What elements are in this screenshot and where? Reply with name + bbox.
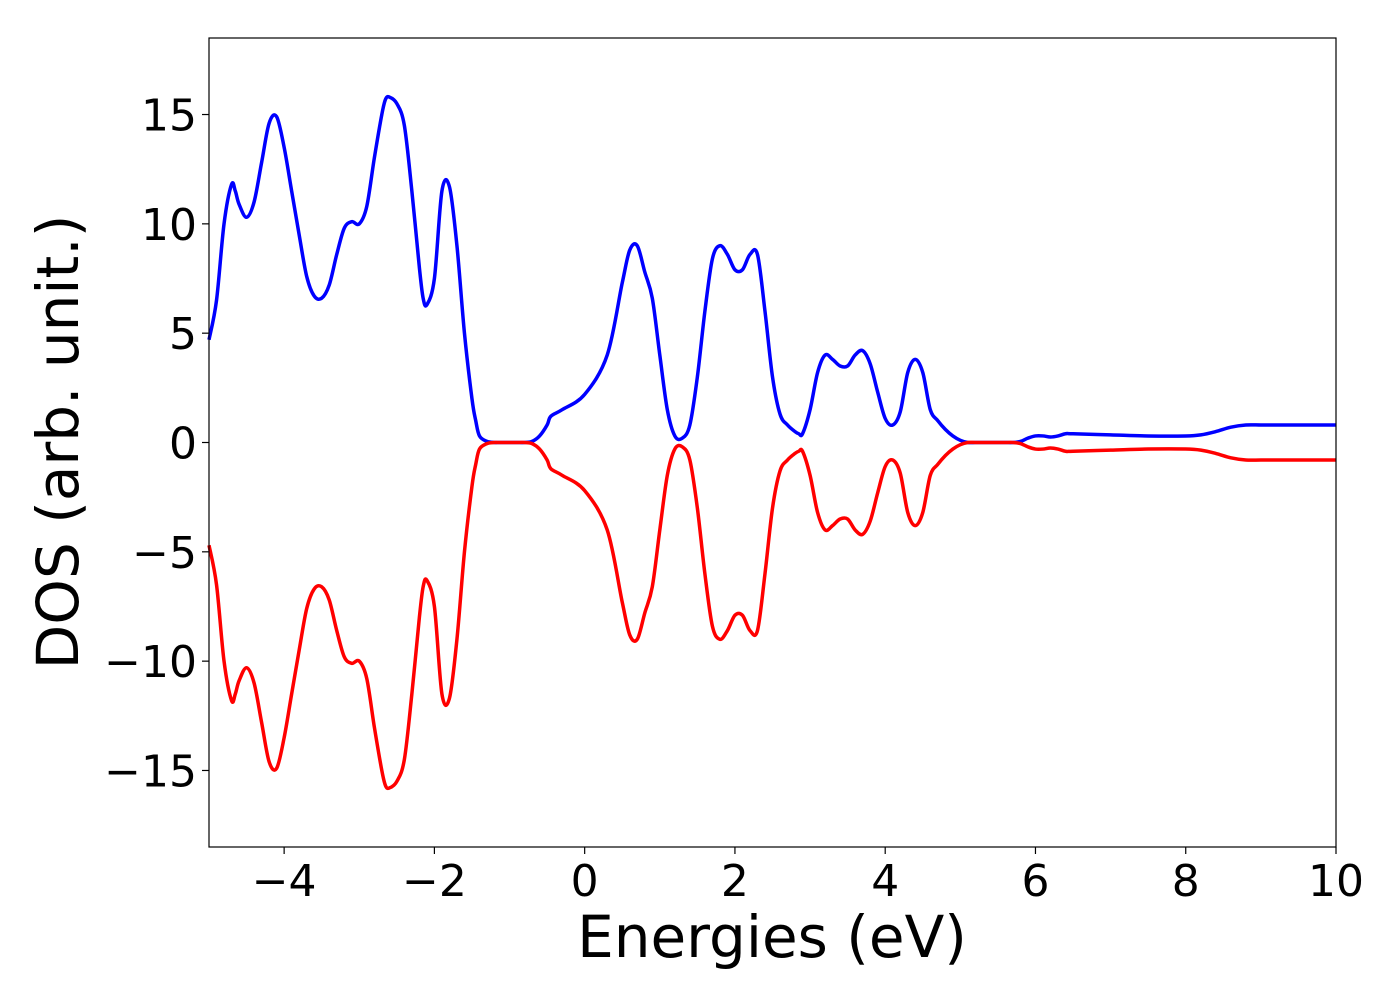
y-tick-label: −15 [104,746,197,797]
series-line-up [207,94,1336,445]
x-tick-label: 8 [1172,856,1200,907]
x-tick-label: 4 [871,856,899,907]
x-tick-label: −4 [252,856,317,907]
y-axis-title: DOS (arb. unit.) [24,215,92,670]
series-layer [207,94,1336,791]
y-tick-label: −5 [132,528,197,579]
plot-frame [208,37,1337,848]
y-tick-label: 10 [141,200,197,251]
x-tick-label: −2 [402,856,467,907]
x-axis-title: Energies (eV) [577,903,967,971]
x-tick-label: 10 [1308,856,1364,907]
y-tick-label: 15 [141,91,197,142]
ticks-layer: −4 −2 0 2 4 6 8 10 −15 −10 −5 0 5 10 15 [104,91,1364,907]
y-tick-label: 0 [169,419,197,470]
y-tick-label: −10 [104,637,197,688]
x-tick-label: 6 [1021,856,1049,907]
y-tick-label: 5 [169,309,197,360]
series-line-down [207,440,1336,791]
x-tick-label: 2 [721,856,749,907]
x-tick-label: 0 [571,856,599,907]
